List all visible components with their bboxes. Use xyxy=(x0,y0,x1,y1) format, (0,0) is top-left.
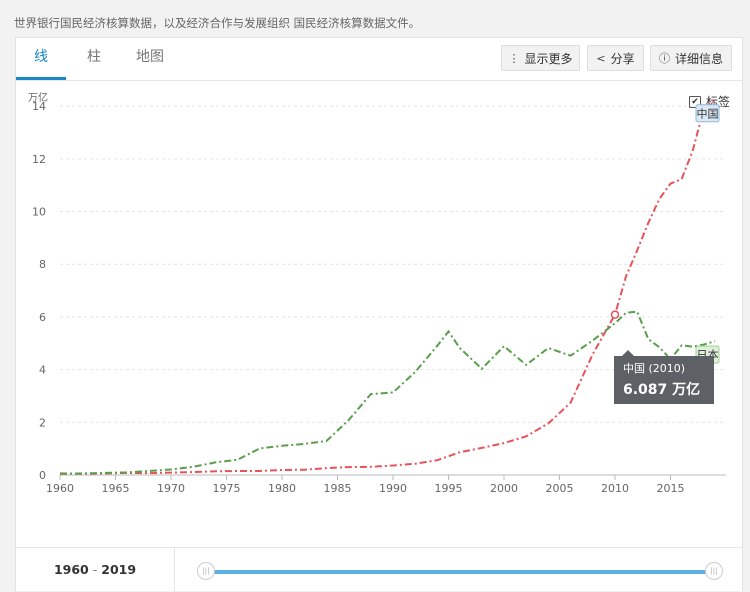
tooltip: 中国 (2010) 6.087 万亿 xyxy=(614,350,714,404)
line-chart: 0 2 4 6 8 10 12 14 1960 1965 1970 1975 1980 1985 1990 1… xyxy=(32,98,726,495)
vertical-ellipsis-icon: ⋮ xyxy=(508,51,520,65)
x-tick-label: 1965 xyxy=(102,482,130,495)
tooltip-value: 6.087 万亿 xyxy=(623,381,700,398)
source-note: 世界银行国民经济核算数据，以及经济合作与发展组织 国民经济核算数据文件。 xyxy=(14,16,421,30)
x-tick-label: 1975 xyxy=(213,482,241,495)
x-tick-label: 1990 xyxy=(379,482,407,495)
x-tick-label: 2000 xyxy=(490,482,518,495)
share-icon: < xyxy=(596,51,606,65)
y-tick-label: 6 xyxy=(39,311,46,324)
y-tick-label: 8 xyxy=(39,258,46,271)
x-tick-label: 1995 xyxy=(435,482,463,495)
tooltip-title: 中国 (2010) xyxy=(623,362,685,375)
range-start: 1960 xyxy=(53,562,89,577)
x-tick-label: 1980 xyxy=(268,482,296,495)
tab-line[interactable]: 线 xyxy=(16,38,66,80)
series-line-中国 xyxy=(59,98,716,475)
y-tick-label: 4 xyxy=(39,364,46,377)
range-footer: 1960-2019 ||| ||| xyxy=(16,547,742,592)
x-tick-label: 2010 xyxy=(601,482,629,495)
y-tick-label: 10 xyxy=(32,206,46,219)
x-tick-label: 1960 xyxy=(46,482,74,495)
year-range-label: 1960-2019 xyxy=(16,548,175,592)
range-end: 2019 xyxy=(101,562,137,577)
tab-bar[interactable]: 柱 xyxy=(87,49,101,65)
tooltip-box xyxy=(614,350,714,404)
end-label-中国: 中国 xyxy=(695,104,720,123)
tab-map[interactable]: 地图 xyxy=(136,49,164,65)
y-tick-label: 2 xyxy=(39,416,46,429)
show-more-label: 显示更多 xyxy=(524,51,573,66)
range-end-handle[interactable]: ||| xyxy=(705,562,723,580)
x-tick-label: 2005 xyxy=(546,482,574,495)
y-tick-label: 12 xyxy=(32,153,46,166)
share-label: 分享 xyxy=(610,51,635,66)
x-tick-label: 1985 xyxy=(324,482,352,495)
highlight-point xyxy=(610,310,620,319)
end-label-box xyxy=(695,104,720,123)
share-button[interactable]: < 分享 xyxy=(587,45,644,71)
range-start-handle[interactable]: ||| xyxy=(197,562,215,580)
y-tick-label: 14 xyxy=(32,100,46,113)
show-more-button[interactable]: ⋮ 显示更多 xyxy=(501,45,580,71)
end-label-text: 中国 xyxy=(697,107,719,120)
y-axis-unit: 万亿 xyxy=(28,93,48,104)
details-label: 详细信息 xyxy=(674,51,723,66)
year-range-slider[interactable] xyxy=(206,570,714,574)
tab-divider xyxy=(16,80,742,81)
details-button[interactable]: ⓘ 详细信息 xyxy=(650,45,732,71)
x-tick-label: 1970 xyxy=(157,482,185,495)
chart-type-tabs: 线 柱 地图 xyxy=(16,38,178,80)
y-tick-label: 0 xyxy=(39,469,46,482)
info-icon: ⓘ xyxy=(658,52,670,65)
x-tick-label: 2015 xyxy=(657,482,685,495)
series-line-日本 xyxy=(59,310,716,475)
